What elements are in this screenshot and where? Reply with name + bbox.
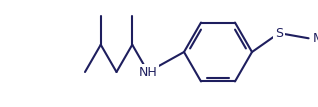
- Text: NH: NH: [139, 65, 157, 79]
- Text: Me: Me: [313, 32, 318, 45]
- Text: S: S: [275, 27, 283, 40]
